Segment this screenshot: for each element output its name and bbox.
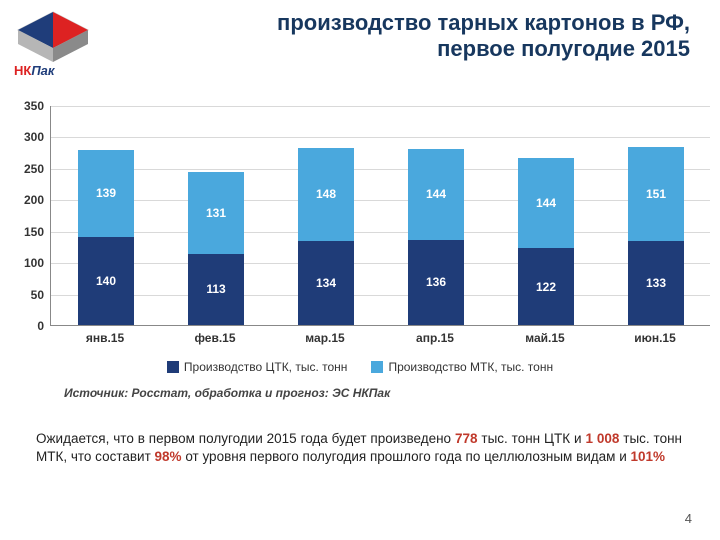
x-tick-label: май.15 — [505, 331, 585, 345]
bar-group: 131113 — [188, 105, 244, 325]
bar-segment-mtk: 144 — [518, 158, 574, 249]
y-tick-label: 150 — [10, 225, 44, 239]
bar-segment-ctk: 134 — [298, 241, 354, 325]
legend-swatch — [371, 361, 383, 373]
page-number: 4 — [685, 511, 692, 526]
x-tick-label: апр.15 — [395, 331, 475, 345]
bar-group: 151133 — [628, 105, 684, 325]
x-tick-label: июн.15 — [615, 331, 695, 345]
forecast-note: Ожидается, что в первом полугодии 2015 г… — [36, 430, 682, 466]
bar-segment-mtk: 144 — [408, 149, 464, 240]
bar-segment-mtk: 148 — [298, 148, 354, 241]
legend-item: Производство ЦТК, тыс. тонн — [167, 360, 348, 374]
bar-segment-ctk: 133 — [628, 241, 684, 325]
x-tick-label: фев.15 — [175, 331, 255, 345]
page-title-line1: производство тарных картонов в РФ, — [277, 10, 690, 35]
logo: НКПак — [10, 8, 96, 80]
bar-segment-mtk: 131 — [188, 172, 244, 254]
bar-group: 144136 — [408, 105, 464, 325]
chart-legend: Производство ЦТК, тыс. тонн Производство … — [10, 360, 710, 376]
bar-segment-ctk: 140 — [78, 237, 134, 325]
bar-group: 148134 — [298, 105, 354, 325]
y-tick-label: 350 — [10, 99, 44, 113]
legend-swatch — [167, 361, 179, 373]
x-tick-label: янв.15 — [65, 331, 145, 345]
y-tick-label: 100 — [10, 256, 44, 270]
bar-group: 144122 — [518, 105, 574, 325]
source-caption: Источник: Росстат, обработка и прогноз: … — [64, 386, 394, 401]
bar-chart: 139140131113148134144136144122151133 Про… — [10, 106, 710, 356]
y-tick-label: 0 — [10, 319, 44, 333]
bar-group: 139140 — [78, 105, 134, 325]
bar-segment-mtk: 139 — [78, 150, 134, 237]
bar-segment-ctk: 136 — [408, 240, 464, 325]
bar-segment-ctk: 113 — [188, 254, 244, 325]
page-title-line2: первое полугодие 2015 — [437, 36, 690, 61]
y-tick-label: 200 — [10, 193, 44, 207]
y-tick-label: 250 — [10, 162, 44, 176]
legend-item: Производство МТК, тыс. тонн — [371, 360, 553, 374]
logo-text-pak: Пак — [31, 63, 54, 78]
legend-label: Производство МТК, тыс. тонн — [388, 360, 553, 374]
legend-label: Производство ЦТК, тыс. тонн — [184, 360, 348, 374]
x-tick-label: мар.15 — [285, 331, 365, 345]
bar-segment-ctk: 122 — [518, 248, 574, 325]
logo-text-hk: НК — [14, 63, 31, 78]
bar-segment-mtk: 151 — [628, 147, 684, 242]
y-tick-label: 50 — [10, 288, 44, 302]
y-tick-label: 300 — [10, 130, 44, 144]
